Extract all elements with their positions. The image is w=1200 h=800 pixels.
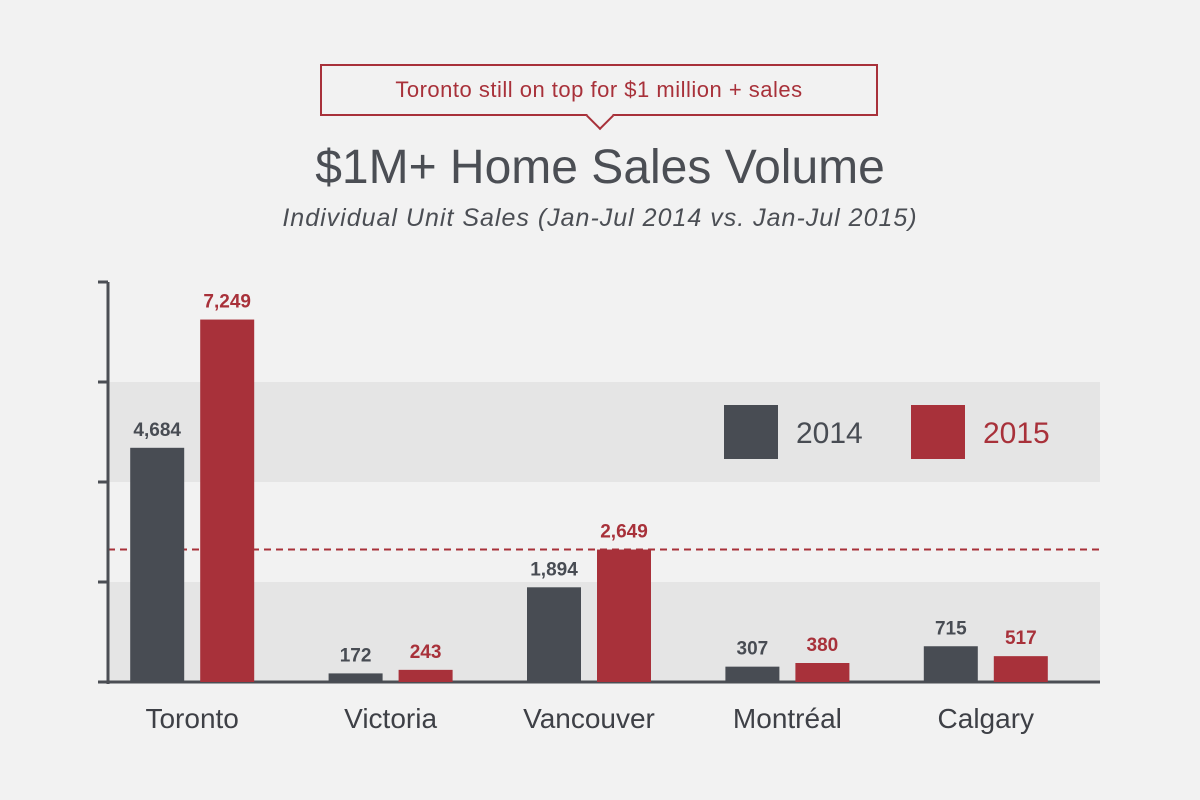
x-tick-label-victoria: Victoria — [344, 703, 437, 734]
data-label-2014-toronto: 4,684 — [133, 420, 181, 441]
bar-2015-victoria — [398, 669, 453, 682]
x-tick-label-montréal: Montréal — [733, 703, 842, 734]
data-label-2014-victoria: 172 — [340, 645, 372, 666]
x-tick-label-vancouver: Vancouver — [523, 703, 655, 734]
bar-2015-montréal — [795, 663, 850, 682]
chart-title: $1M+ Home Sales Volume — [315, 141, 885, 194]
x-tick-label-calgary: Calgary — [938, 703, 1034, 734]
bar-2015-vancouver — [597, 549, 651, 682]
callout-box: Toronto still on top for $1 million + sa… — [320, 64, 878, 131]
data-label-2014-calgary: 715 — [935, 618, 967, 639]
data-label-2015-victoria: 243 — [410, 642, 442, 663]
legend-label-2014: 2014 — [796, 417, 863, 450]
legend-swatch-2014 — [724, 405, 778, 459]
data-label-2014-montréal: 307 — [737, 639, 769, 660]
data-label-2015-montréal: 380 — [807, 635, 839, 656]
data-label-2015-toronto: 7,249 — [203, 292, 251, 313]
bar-2014-victoria — [328, 673, 383, 682]
bar-2015-toronto — [200, 319, 255, 682]
bar-2014-toronto — [130, 447, 185, 682]
bar-2014-montréal — [725, 666, 780, 682]
x-tick-label-toronto: Toronto — [145, 703, 238, 734]
data-label-2015-vancouver: 2,649 — [600, 522, 648, 543]
bar-2014-vancouver — [527, 587, 581, 682]
bar-2015-calgary — [993, 656, 1048, 682]
legend-label-2015: 2015 — [983, 417, 1050, 450]
legend-swatch-2015 — [911, 405, 965, 459]
bar-2014-calgary — [923, 646, 978, 682]
callout-text: Toronto still on top for $1 million + sa… — [395, 77, 803, 102]
chart-subtitle: Individual Unit Sales (Jan-Jul 2014 vs. … — [282, 204, 918, 232]
data-label-2014-vancouver: 1,894 — [530, 559, 578, 580]
data-label-2015-calgary: 517 — [1005, 628, 1037, 649]
